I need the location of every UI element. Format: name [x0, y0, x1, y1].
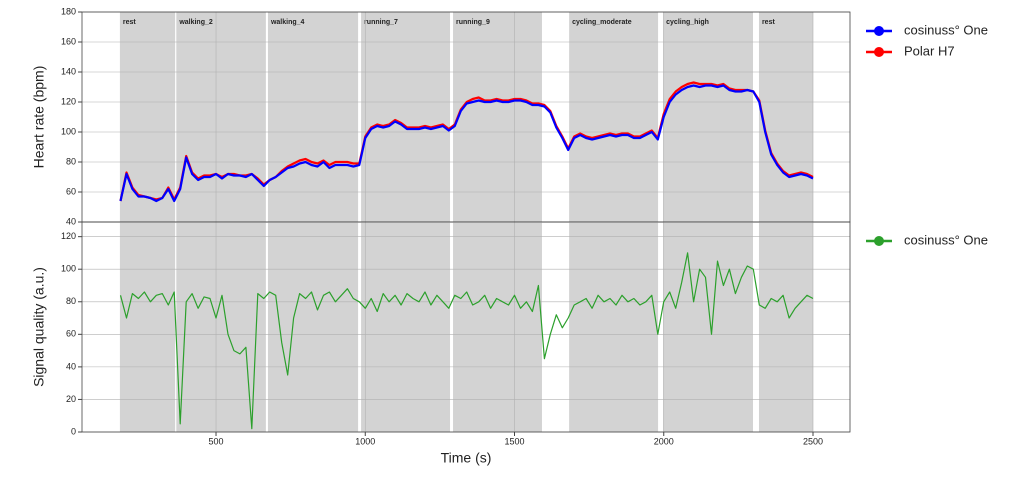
y-tick-label: 100 — [61, 126, 76, 136]
activity-span — [663, 222, 753, 432]
activity-span — [361, 12, 451, 222]
y-tick-label: 140 — [61, 66, 76, 76]
axes-frame — [81, 221, 851, 433]
activity-span — [119, 12, 176, 222]
y-tick-label: 60 — [66, 329, 76, 339]
activity-span — [663, 12, 753, 222]
x-tick-label: 1000 — [355, 436, 375, 446]
legend-label: Polar H7 — [904, 43, 955, 58]
span-label: running_7 — [364, 19, 398, 26]
y-tick-label: 160 — [61, 36, 76, 46]
span-label: running_9 — [456, 19, 490, 26]
y-tick-label: 40 — [66, 216, 76, 226]
span-label: rest — [123, 19, 137, 26]
plot-area — [119, 252, 814, 430]
y-tick-label: 80 — [66, 296, 76, 306]
activity-span — [267, 12, 359, 222]
y-axis-label: Heart rate (bpm) — [31, 66, 47, 169]
legend-marker — [874, 26, 884, 36]
x-tick-label: 2000 — [654, 436, 674, 446]
activity-span — [267, 222, 359, 432]
activity-span — [569, 222, 659, 432]
y-axis-label: Signal quality (a.u.) — [31, 267, 47, 387]
activity-span — [569, 12, 659, 222]
x-axis-label: Time (s) — [441, 450, 492, 466]
activity-span — [758, 222, 813, 432]
legend-marker — [874, 47, 884, 57]
y-tick-label: 60 — [66, 186, 76, 196]
data-line — [119, 252, 814, 430]
data-line — [119, 84, 814, 203]
y-tick-label: 80 — [66, 156, 76, 166]
legend-marker — [874, 236, 884, 246]
x-tick-label: 2500 — [803, 436, 823, 446]
activity-span — [176, 222, 266, 432]
span-label: walking_2 — [178, 19, 213, 26]
y-tick-label: 120 — [61, 96, 76, 106]
y-tick-label: 40 — [66, 361, 76, 371]
activity-span — [176, 12, 266, 222]
activity-span — [758, 12, 813, 222]
span-label: cycling_high — [666, 19, 709, 26]
activity-span — [119, 222, 176, 432]
plot-area — [119, 81, 814, 203]
legend-label: cosinuss° One — [904, 232, 988, 247]
legend-label: cosinuss° One — [904, 22, 988, 37]
x-tick-label: 500 — [209, 436, 224, 446]
activity-span — [453, 222, 542, 432]
span-label: cycling_moderate — [572, 19, 632, 26]
y-tick-label: 20 — [66, 394, 76, 404]
x-tick-label: 1500 — [504, 436, 524, 446]
y-tick-label: 120 — [61, 231, 76, 241]
activity-span — [453, 12, 542, 222]
span-label: walking_4 — [270, 19, 305, 26]
y-tick-label: 0 — [71, 426, 76, 436]
y-tick-label: 180 — [61, 6, 76, 16]
activity-span — [361, 222, 451, 432]
y-tick-label: 100 — [61, 264, 76, 274]
span-label: rest — [762, 19, 776, 26]
